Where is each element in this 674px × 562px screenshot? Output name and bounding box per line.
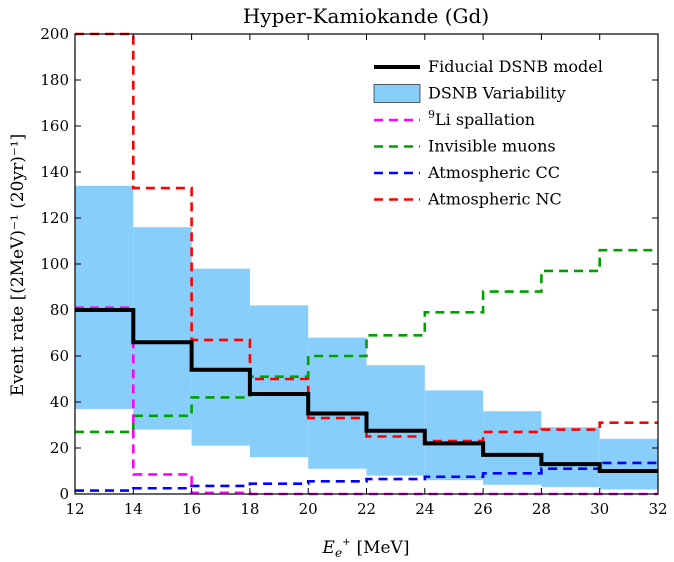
- x-tick-label: 20: [299, 500, 318, 518]
- axes-layer: 12 14 16 18 20 22 24 26 28 30 32 0 20 40 60 80 100 120 140…: [40, 25, 667, 518]
- chart-title: Hyper-Kamiokande (Gd): [243, 4, 489, 28]
- legend-label-atm_cc: Atmospheric CC: [427, 163, 560, 182]
- x-tick-label: 26: [474, 500, 493, 518]
- variability-band-bin: [191, 268, 250, 446]
- y-tick-label: 20: [50, 439, 69, 457]
- legend-swatch-variability: [373, 84, 421, 103]
- variability-band-layer: [75, 185, 658, 490]
- legend-label-li: 9Li spallation: [428, 108, 535, 129]
- variability-band-bin: [308, 337, 367, 469]
- legend-label-atm_nc: Atmospheric NC: [427, 190, 562, 209]
- series-fiducial-line: [75, 308, 658, 473]
- x-tick-label: 24: [415, 500, 434, 518]
- series-muons-line: [75, 248, 658, 434]
- variability-band-bin: [366, 365, 425, 476]
- x-tick-label: 14: [124, 500, 143, 518]
- x-axis-label-sup: +: [342, 537, 350, 548]
- x-tick-label: 12: [65, 500, 84, 518]
- y-tick-label: 0: [59, 485, 69, 503]
- legend-label-variability: DSNB Variability: [428, 84, 566, 103]
- y-tick-label: 40: [50, 393, 69, 411]
- legend-label-text: Li spallation: [435, 110, 535, 129]
- legend-label-fiducial: Fiducial DSNB model: [428, 57, 603, 76]
- x-axis-label-unit: [MeV]: [356, 538, 409, 557]
- x-tick-label: 18: [240, 500, 259, 518]
- legend: Fiducial DSNB model DSNB Variability 9Li s…: [373, 57, 603, 209]
- variability-band-bin: [541, 427, 600, 488]
- variability-band-bin: [249, 305, 309, 458]
- x-axis-label-sub: e: [335, 546, 342, 557]
- variability-band-bin: [424, 390, 484, 481]
- y-tick-label: 60: [50, 347, 69, 365]
- variability-band-bin: [133, 227, 192, 430]
- x-tick-label: 22: [357, 500, 376, 518]
- x-axis-label: Ee+ [MeV]: [322, 537, 410, 557]
- legend-label-muons: Invisible muons: [428, 137, 556, 156]
- x-tick-label: 32: [648, 500, 667, 518]
- variability-band-bin: [75, 185, 134, 409]
- legend-label-superscript: 9: [428, 108, 435, 121]
- y-tick-label: 80: [50, 301, 69, 319]
- series-atm_cc-line: [75, 461, 658, 492]
- y-tick-label: 100: [40, 255, 69, 273]
- series-atm_nc-line: [75, 32, 658, 443]
- x-tick-label: 16: [182, 500, 201, 518]
- x-tick-label: 28: [532, 500, 551, 518]
- y-axis-label: Event rate [(2MeV)⁻¹ (20yr)⁻¹]: [8, 134, 28, 397]
- y-tick-label: 120: [40, 209, 69, 227]
- y-tick-label: 200: [40, 25, 69, 43]
- x-axis-label-var: E: [322, 538, 336, 557]
- y-tick-label: 140: [40, 163, 69, 181]
- y-tick-label: 180: [40, 71, 69, 89]
- y-tick-label: 160: [40, 117, 69, 135]
- x-tick-label: 30: [590, 500, 609, 518]
